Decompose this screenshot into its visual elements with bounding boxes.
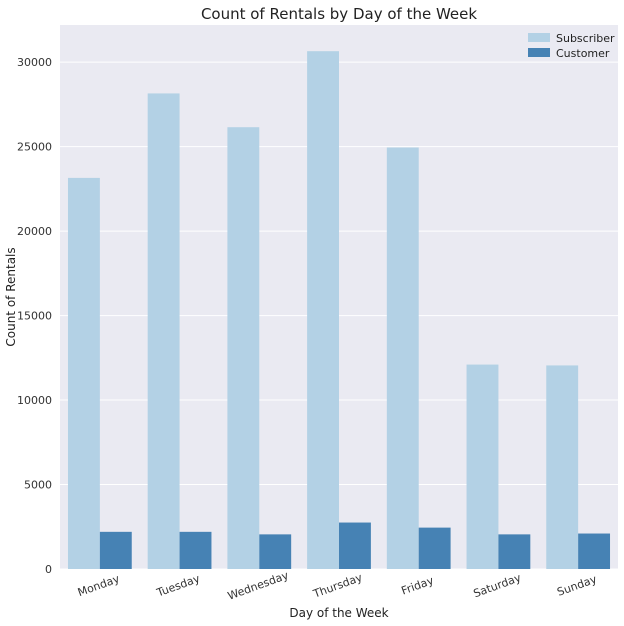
bar-customer-saturday — [498, 534, 531, 569]
x-tick-label: Tuesday — [154, 572, 202, 600]
y-tick-label: 0 — [45, 563, 52, 576]
bar-subscriber-sunday — [546, 365, 579, 569]
y-axis-title: Count of Rentals — [4, 247, 18, 346]
bar-subscriber-friday — [386, 147, 419, 569]
legend-swatch-subscriber — [528, 33, 550, 42]
bar-customer-friday — [418, 527, 451, 569]
y-tick-label: 5000 — [24, 479, 52, 492]
x-tick-label: Saturday — [472, 571, 523, 600]
bar-customer-sunday — [578, 533, 611, 569]
legend-swatch-customer — [528, 48, 550, 57]
y-tick-label: 25000 — [17, 141, 52, 154]
chart-title: Count of Rentals by Day of the Week — [201, 5, 477, 23]
legend-label-subscriber: Subscriber — [556, 32, 615, 45]
x-axis-title: Day of the Week — [289, 606, 388, 620]
bar-subscriber-thursday — [307, 51, 339, 569]
y-tick-label: 10000 — [17, 394, 52, 407]
bars — [67, 51, 611, 569]
x-tick-label: Wednesday — [226, 569, 291, 603]
bar-subscriber-monday — [67, 177, 100, 569]
bar-customer-thursday — [339, 522, 371, 569]
bar-subscriber-saturday — [466, 364, 499, 569]
bar-customer-monday — [99, 531, 132, 569]
x-tick-label: Sunday — [555, 572, 599, 598]
y-tick-label: 30000 — [17, 56, 52, 69]
bar-customer-tuesday — [179, 531, 212, 569]
legend-label-customer: Customer — [556, 47, 610, 60]
bar-subscriber-tuesday — [147, 93, 180, 569]
y-tick-labels: 0 5000 10000 15000 20000 25000 30000 — [17, 56, 52, 576]
x-tick-label: Friday — [400, 574, 436, 598]
legend: Subscriber Customer — [528, 32, 615, 60]
bar-customer-wednesday — [259, 534, 292, 569]
x-tick-label: Thursday — [311, 571, 365, 601]
y-tick-label: 15000 — [17, 310, 52, 323]
bar-subscriber-wednesday — [227, 127, 260, 569]
x-tick-label: Monday — [76, 572, 122, 599]
y-tick-label: 20000 — [17, 225, 52, 238]
x-tick-labels: Monday Tuesday Wednesday Thursday Friday Satu… — [76, 569, 599, 603]
